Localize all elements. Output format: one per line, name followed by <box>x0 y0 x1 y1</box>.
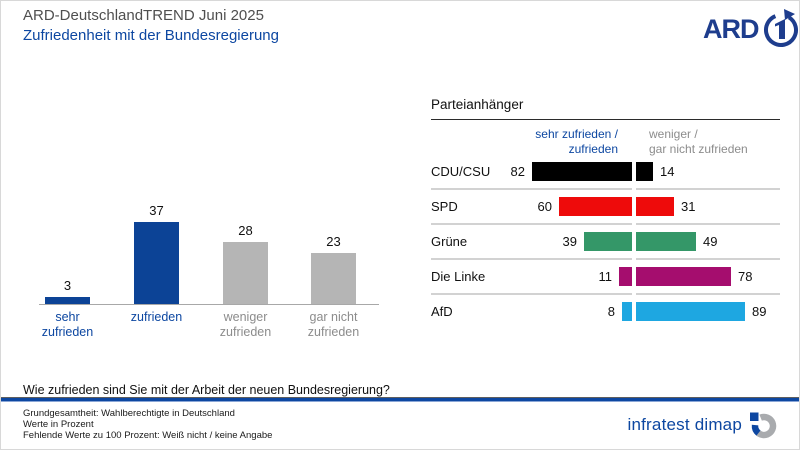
footnotes: Grundgesamtheit: Wahlberechtigte in Deut… <box>23 408 272 441</box>
category-label: gar nicht zufrieden <box>307 310 360 339</box>
bar-value-label: 37 <box>149 203 164 218</box>
column-header-unsatisfied-line2: gar nicht zufrieden <box>649 142 748 156</box>
bar-value-label: 28 <box>238 223 253 238</box>
row-separator <box>636 293 780 295</box>
row-separator <box>636 188 780 190</box>
party-label-afd: AfD <box>431 304 453 319</box>
divider-line <box>431 119 780 120</box>
party-label-dielinke: Die Linke <box>431 269 486 284</box>
infratest-dimap-text: infratest dimap <box>627 415 742 434</box>
row-separator <box>431 223 632 225</box>
row-separator <box>636 258 780 260</box>
category-label: sehr zufrieden <box>41 310 94 339</box>
column-header-unsatisfied: weniger / gar nicht zufrieden <box>649 127 780 157</box>
row-separator <box>431 188 632 190</box>
unsatisfied-bar <box>636 162 653 181</box>
satisfied-value: 39 <box>562 234 577 249</box>
party-label-spd: SPD <box>431 199 458 214</box>
party-chart-title: Parteianhänger <box>431 97 524 112</box>
column-header-satisfied-line2: zufrieden <box>568 142 618 156</box>
unsatisfied-value: 49 <box>703 234 718 249</box>
satisfied-value: 11 <box>598 269 613 284</box>
unsatisfied-value: 31 <box>681 199 696 214</box>
row-separator <box>431 258 632 260</box>
ard-one-icon <box>763 9 798 47</box>
infratest-dimap-icon <box>750 412 777 439</box>
column-header-satisfied: sehr zufrieden / zufrieden <box>431 127 618 157</box>
ard-logo: ARD <box>703 9 799 49</box>
satisfaction-column-chart: 3 sehr zufrieden 37 zufrieden 28 weniger zufrie… <box>39 186 379 339</box>
footnote-line: Fehlende Werte zu 100 Prozent: Weiß nich… <box>23 430 273 441</box>
unsatisfied-value: 14 <box>660 164 675 179</box>
satisfied-bar <box>584 232 632 251</box>
unsatisfied-bar <box>636 302 745 321</box>
bar-value-label: 23 <box>326 234 341 249</box>
survey-question: Wie zufrieden sind Sie mit der Arbeit de… <box>23 383 390 397</box>
footnote-line: Grundgesamtheit: Wahlberechtigte in Deut… <box>23 408 235 419</box>
row-separator <box>636 223 780 225</box>
footnote-line: Werte in Prozent <box>23 419 94 430</box>
satisfied-bar <box>559 197 632 216</box>
category-label: weniger zufrieden <box>219 310 272 339</box>
unsatisfied-value: 89 <box>752 304 767 319</box>
report-name: ARD-DeutschlandTREND Juni 2025 <box>23 7 264 24</box>
bar-value-label: 3 <box>63 278 72 293</box>
row-separator <box>431 293 632 295</box>
satisfied-bar <box>532 162 632 181</box>
bar-gar nicht-zufrieden <box>311 253 356 304</box>
satisfied-bar <box>622 302 632 321</box>
unsatisfied-bar <box>636 267 731 286</box>
unsatisfied-bar <box>636 197 674 216</box>
ard-logo-text: ARD <box>703 13 759 44</box>
satisfied-bar <box>619 267 632 286</box>
bar-weniger-zufrieden <box>223 242 268 304</box>
satisfied-value: 82 <box>510 164 525 179</box>
party-supporters-chart: Parteianhänger sehr zufrieden / zufriede… <box>431 97 780 332</box>
unsatisfied-bar <box>636 232 696 251</box>
party-label-cducsu: CDU/CSU <box>431 164 491 179</box>
satisfied-value: 8 <box>607 304 615 319</box>
satisfied-value: 60 <box>537 199 552 214</box>
divider-rule <box>1 397 799 402</box>
bar-sehr-zufrieden <box>45 297 90 304</box>
column-header-unsatisfied-line1: weniger / <box>649 127 698 141</box>
column-header-satisfied-line1: sehr zufrieden / <box>535 127 618 141</box>
bar-zufrieden <box>134 222 179 304</box>
infratest-dimap-logo: infratest dimap <box>628 411 778 439</box>
party-label-grne: Grüne <box>431 234 468 249</box>
page-title: Zufriedenheit mit der Bundesregierung <box>23 27 279 44</box>
unsatisfied-value: 78 <box>738 269 753 284</box>
category-label: zufrieden <box>130 310 183 324</box>
x-axis-line <box>39 304 379 305</box>
